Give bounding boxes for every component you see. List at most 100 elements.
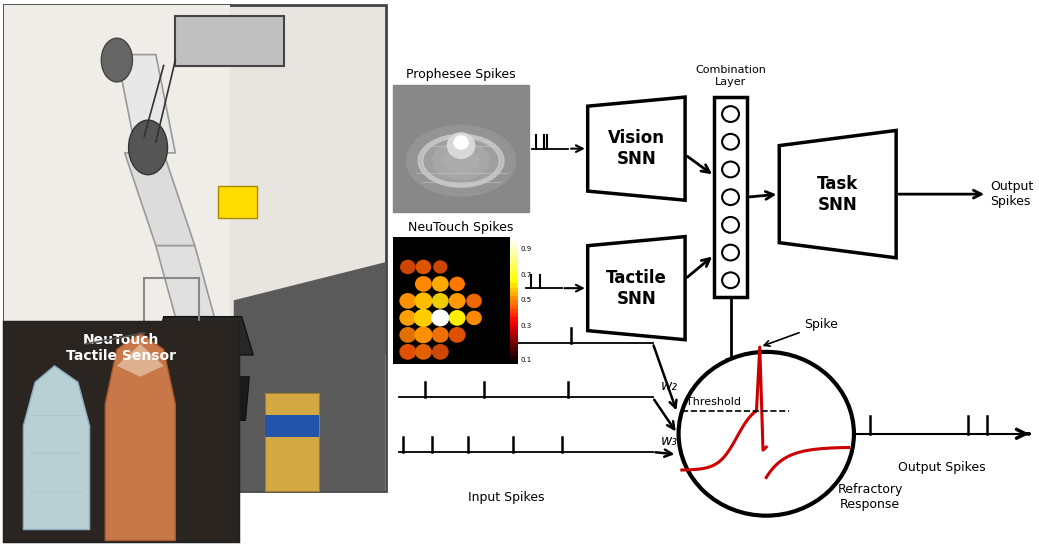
Polygon shape [198, 366, 218, 410]
Bar [510, 346, 518, 351]
Bar [510, 266, 518, 271]
Polygon shape [588, 97, 685, 200]
Text: 0.1: 0.1 [521, 357, 532, 363]
Circle shape [722, 134, 739, 150]
Circle shape [415, 276, 432, 292]
Polygon shape [116, 55, 176, 153]
Circle shape [678, 352, 854, 515]
Text: 0.9: 0.9 [521, 246, 532, 252]
Circle shape [129, 120, 167, 175]
Bar [510, 338, 518, 343]
Bar [510, 274, 518, 279]
Bar [510, 262, 518, 266]
Text: w₃: w₃ [661, 434, 677, 448]
Bar [510, 304, 518, 309]
Bar [510, 257, 518, 262]
Circle shape [415, 293, 432, 310]
Text: Combination
Layer: Combination Layer [695, 65, 766, 87]
Bar [510, 329, 518, 334]
Bar [510, 325, 518, 330]
Polygon shape [167, 355, 187, 399]
FancyBboxPatch shape [4, 322, 238, 541]
Bar [510, 291, 518, 296]
Text: Spike: Spike [764, 318, 838, 346]
Circle shape [415, 327, 432, 343]
Polygon shape [779, 130, 896, 258]
Ellipse shape [443, 149, 479, 173]
Circle shape [432, 344, 449, 360]
Text: Input Spikes: Input Spikes [469, 491, 544, 504]
Text: 0.5: 0.5 [521, 298, 532, 303]
Polygon shape [234, 262, 385, 491]
Text: NeuTouch
Tactile Sensor: NeuTouch Tactile Sensor [65, 333, 176, 363]
Text: Prophesee Spikes: Prophesee Spikes [406, 68, 516, 80]
FancyBboxPatch shape [715, 97, 747, 297]
FancyBboxPatch shape [4, 5, 385, 491]
Bar [510, 236, 518, 241]
Bar [510, 253, 518, 258]
Circle shape [722, 189, 739, 205]
Text: NeuTouch Spikes: NeuTouch Spikes [408, 221, 513, 234]
Ellipse shape [406, 124, 516, 197]
Bar [510, 351, 518, 355]
Bar [510, 270, 518, 275]
Polygon shape [105, 333, 176, 541]
Circle shape [399, 344, 417, 360]
Bar [4, 5, 230, 355]
Circle shape [467, 311, 482, 325]
Bar [510, 317, 518, 322]
Circle shape [416, 260, 431, 274]
Circle shape [414, 309, 433, 327]
Text: w₂: w₂ [661, 379, 677, 393]
Circle shape [449, 310, 465, 326]
Circle shape [432, 276, 449, 292]
Bar [510, 355, 518, 360]
Circle shape [722, 272, 739, 288]
Polygon shape [125, 153, 195, 246]
FancyBboxPatch shape [176, 16, 285, 66]
Bar [510, 249, 518, 253]
Circle shape [399, 293, 417, 309]
Bar [510, 240, 518, 245]
FancyBboxPatch shape [393, 236, 510, 364]
Bar [510, 312, 518, 317]
Circle shape [399, 327, 417, 343]
Circle shape [415, 344, 432, 360]
Bar [510, 342, 518, 347]
Text: Threshold: Threshold [687, 397, 742, 407]
Circle shape [447, 132, 476, 159]
Circle shape [399, 310, 417, 326]
Bar [510, 278, 518, 283]
Text: Task
SNN: Task SNN [817, 175, 858, 213]
Ellipse shape [432, 141, 490, 180]
Circle shape [431, 310, 450, 327]
Circle shape [449, 277, 465, 291]
Text: Tactile
SNN: Tactile SNN [606, 269, 667, 307]
Ellipse shape [419, 133, 503, 188]
Polygon shape [265, 415, 320, 437]
Bar [510, 295, 518, 300]
Text: Refractory
Response: Refractory Response [800, 479, 903, 512]
Text: Vision
SNN: Vision SNN [608, 129, 665, 168]
Polygon shape [116, 344, 164, 377]
Polygon shape [265, 393, 320, 491]
Circle shape [722, 217, 739, 233]
Text: 0.7: 0.7 [521, 272, 532, 278]
Bar [510, 245, 518, 250]
Polygon shape [156, 246, 214, 317]
Circle shape [467, 294, 482, 308]
Polygon shape [156, 317, 254, 355]
Polygon shape [588, 236, 685, 340]
Circle shape [432, 293, 449, 309]
Text: Output
Spikes: Output Spikes [990, 180, 1034, 208]
FancyBboxPatch shape [4, 322, 238, 541]
Circle shape [433, 260, 448, 274]
Bar [510, 308, 518, 313]
Circle shape [432, 327, 449, 343]
FancyBboxPatch shape [393, 85, 529, 212]
Bar [510, 300, 518, 305]
Polygon shape [230, 377, 249, 420]
Bar [510, 321, 518, 326]
Circle shape [722, 245, 739, 260]
Bar [510, 283, 518, 288]
